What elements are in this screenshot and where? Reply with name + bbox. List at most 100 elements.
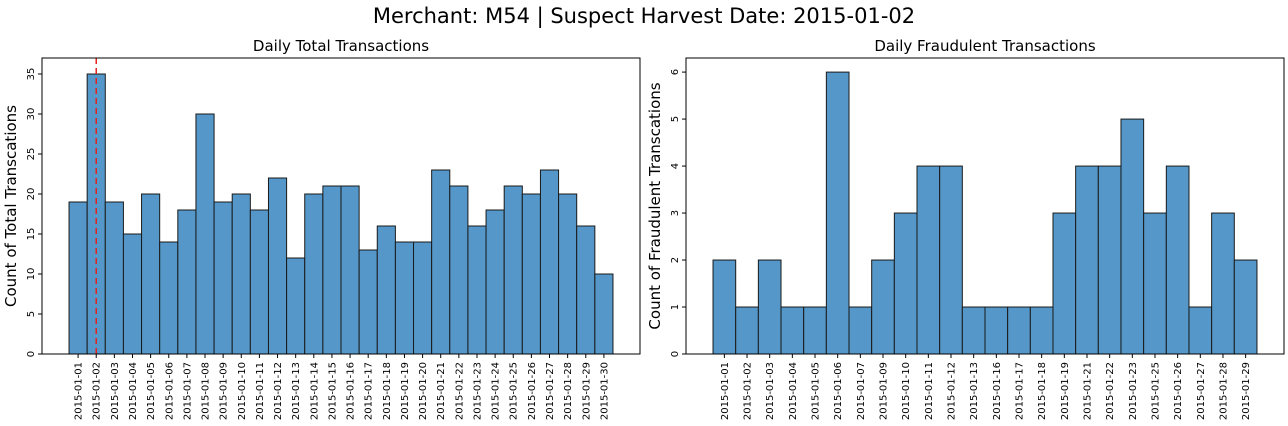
- bar-2015-01-05: [141, 193, 161, 355]
- y-tick-label: 0: [26, 351, 37, 357]
- chart-title: Daily Fraudulent Transactions: [874, 37, 1096, 55]
- bar-2015-01-03: [757, 259, 782, 355]
- y-tick-label: 5: [26, 311, 37, 317]
- bar-2015-01-20: [413, 241, 433, 355]
- x-tick-label: 2015-01-21: [1082, 362, 1093, 420]
- bar-2015-01-08: [195, 113, 215, 355]
- x-tick-label: 2015-01-18: [1037, 362, 1048, 420]
- x-tick-label: 2015-01-25: [1150, 362, 1161, 420]
- bar-2015-01-18: [376, 225, 396, 355]
- chart-panel-1: Daily Total Transactions Count of Total T…: [2, 37, 641, 420]
- bar-2015-01-27: [539, 169, 560, 355]
- x-tick-label: 2015-01-21: [436, 362, 447, 420]
- y-axis-label: Count of Fraudulent Transcations: [646, 82, 664, 329]
- y-tick-label: 25: [26, 148, 37, 161]
- x-tick-label: 2015-01-16: [346, 362, 357, 420]
- x-tick-label: 2015-01-22: [454, 362, 465, 420]
- y-tick-label: 15: [26, 228, 37, 241]
- x-tick-label: 2015-01-05: [811, 362, 822, 420]
- bar-2015-01-15: [322, 185, 342, 355]
- bar-2015-01-19: [1052, 212, 1077, 355]
- bar-2015-01-28: [1211, 212, 1235, 355]
- bar-2015-01-24: [485, 209, 505, 355]
- x-tick-label: 2015-01-09: [219, 362, 230, 420]
- bar-2015-01-04: [780, 306, 805, 355]
- x-tick-label: 2015-01-19: [400, 362, 411, 420]
- bar-2015-01-26: [1165, 165, 1190, 355]
- bar-2015-01-25: [1143, 212, 1167, 355]
- x-tick-label: 2015-01-24: [491, 362, 502, 420]
- chart-panels: Daily Total Transactions Count of Total T…: [2, 37, 1285, 420]
- x-tick-label: 2015-01-06: [164, 362, 175, 420]
- x-tick-label: 2015-01-27: [1196, 362, 1207, 420]
- bar-2015-01-30: [594, 273, 614, 355]
- bar-2015-01-09: [213, 201, 233, 355]
- bar-2015-01-22: [1097, 165, 1122, 355]
- bar-2015-01-04: [122, 233, 143, 355]
- y-tick-label: 4: [670, 163, 681, 169]
- bar-2015-01-09: [871, 259, 895, 355]
- x-tick-label: 2015-01-05: [146, 362, 157, 420]
- x-tick-label: 2015-01-01: [720, 362, 731, 420]
- bar-2015-01-16: [340, 185, 360, 355]
- plot-frame: [685, 57, 1285, 355]
- chart-panel-2: Daily Fraudulent Transactions Count of Fr…: [646, 37, 1285, 420]
- x-tick-label: 2015-01-20: [418, 362, 429, 420]
- bar-2015-01-29: [576, 225, 596, 355]
- bar-2015-01-26: [521, 193, 541, 355]
- x-tick-label: 2015-01-10: [901, 362, 912, 420]
- x-tick-label: 2015-01-26: [1173, 362, 1184, 420]
- bar-2015-01-25: [503, 185, 523, 355]
- bar-2015-01-11: [916, 165, 941, 355]
- bar-2015-01-10: [231, 193, 251, 355]
- bar-2015-01-03: [104, 201, 124, 355]
- bar-2015-01-07: [848, 306, 873, 355]
- y-tick-label: 2: [670, 257, 681, 263]
- bar-2015-01-11: [249, 209, 269, 355]
- x-tick-label: 2015-01-29: [581, 362, 592, 420]
- x-tick-label: 2015-01-16: [992, 362, 1003, 420]
- x-tick-label: 2015-01-14: [309, 362, 320, 420]
- bar-2015-01-13: [286, 257, 306, 355]
- bar-2015-01-06: [825, 71, 850, 355]
- bar-2015-01-01: [68, 201, 88, 355]
- bar-2015-01-06: [159, 241, 179, 355]
- x-tick-label: 2015-01-08: [201, 362, 212, 420]
- x-tick-label: 2015-01-28: [563, 362, 574, 420]
- bar-2015-01-28: [558, 193, 578, 355]
- bar-2015-01-10: [893, 212, 918, 355]
- bar-2015-01-22: [449, 185, 469, 355]
- x-tick-label: 2015-01-03: [765, 362, 776, 420]
- bar-2015-01-12: [267, 177, 288, 355]
- x-tick-label: 2015-01-12: [273, 362, 284, 420]
- x-tick-label: 2015-01-25: [509, 362, 520, 420]
- y-tick-label: 35: [26, 68, 37, 81]
- bar-2015-01-27: [1188, 306, 1213, 355]
- y-tick-label: 3: [670, 210, 681, 216]
- x-tick-label: 2015-01-04: [128, 362, 139, 420]
- x-tick-label: 2015-01-02: [743, 362, 754, 420]
- bar-2015-01-21: [1075, 165, 1099, 355]
- x-tick-label: 2015-01-11: [255, 362, 266, 420]
- y-tick-label: 10: [26, 268, 37, 281]
- bar-2015-01-14: [304, 193, 324, 355]
- x-tick-label: 2015-01-12: [947, 362, 958, 420]
- bar-2015-01-23: [1120, 118, 1145, 355]
- x-tick-label: 2015-01-23: [1128, 362, 1139, 420]
- bar-2015-01-02: [735, 306, 759, 355]
- x-tick-label: 2015-01-26: [527, 362, 538, 420]
- bar-2015-01-05: [803, 306, 827, 355]
- x-tick-label: 2015-01-01: [74, 362, 85, 420]
- y-tick-label: 20: [26, 188, 37, 201]
- x-tick-label: 2015-01-19: [1060, 362, 1071, 420]
- bar-2015-01-29: [1233, 259, 1258, 355]
- x-tick-label: 2015-01-03: [110, 362, 121, 420]
- bar-2015-01-07: [177, 209, 197, 355]
- bar-2015-01-13: [961, 306, 986, 355]
- y-tick-label: 5: [670, 116, 681, 122]
- x-tick-label: 2015-01-28: [1218, 362, 1229, 420]
- x-tick-label: 2015-01-29: [1241, 362, 1252, 420]
- bar-2015-01-01: [712, 259, 737, 355]
- x-tick-label: 2015-01-22: [1105, 362, 1116, 420]
